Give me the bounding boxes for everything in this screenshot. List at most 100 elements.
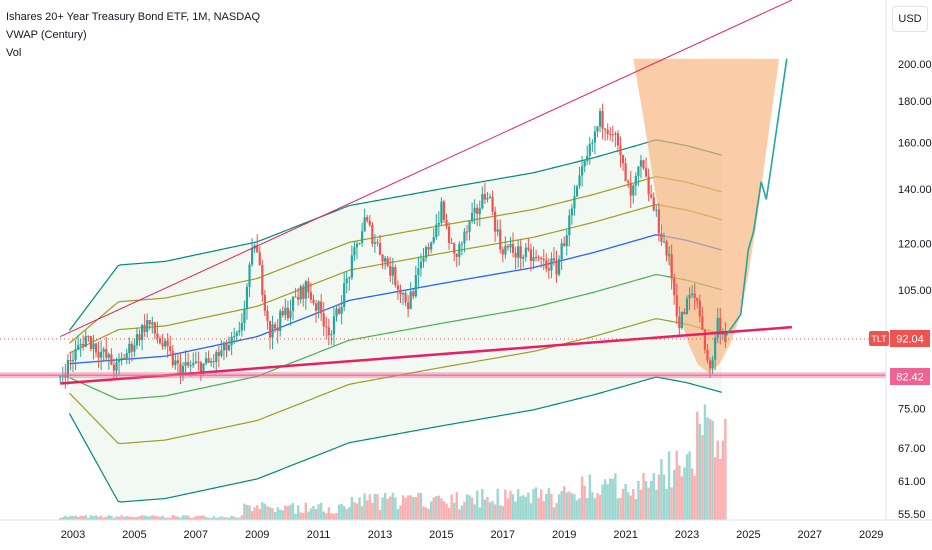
indicator-vwap-label[interactable]: VWAP (Century): [6, 29, 87, 41]
candle-body: [307, 281, 310, 293]
volume-bar: [140, 515, 144, 520]
volume-bar: [174, 516, 177, 520]
volume-bar: [647, 487, 650, 520]
volume-bar: [552, 507, 556, 520]
volume-bar: [133, 516, 136, 520]
volume-bar: [491, 501, 494, 520]
volume-bar: [401, 495, 405, 520]
volume-bar: [74, 515, 77, 520]
candle-body: [465, 231, 469, 233]
volume-bar: [460, 505, 464, 520]
volume-bar: [138, 516, 141, 520]
candle-body: [112, 364, 116, 371]
candle-body: [644, 168, 648, 177]
upper-trendline[interactable]: [59, 0, 793, 338]
candle-body: [634, 175, 637, 186]
candle-body: [591, 142, 594, 144]
candle-body: [683, 312, 686, 315]
rising-support-line[interactable]: [60, 325, 792, 385]
candle-body: [294, 296, 297, 298]
volume-bar: [189, 517, 192, 520]
candle-body: [424, 247, 428, 258]
volume-bar: [322, 511, 325, 520]
volume-bar: [87, 517, 90, 520]
candle-body: [488, 196, 492, 199]
candle-body: [297, 297, 300, 300]
volume-bar: [276, 507, 279, 520]
x-tick-label: 2007: [184, 529, 208, 541]
price-axis[interactable]: 200.00 180.00 160.00 140.00 120.00 105.00 75.0…: [898, 59, 932, 521]
volume-bar: [509, 490, 512, 520]
candle-body: [527, 247, 530, 250]
y-tick-label: 67.00: [898, 443, 926, 455]
volume-bar: [110, 515, 113, 520]
candle-body: [494, 211, 497, 232]
candle-body: [366, 217, 369, 221]
x-tick-label: 2015: [429, 529, 453, 541]
currency-button[interactable]: USD: [892, 6, 928, 32]
candle-body: [317, 301, 320, 311]
candle-body: [66, 360, 69, 378]
indicator-volume-label[interactable]: Vol: [6, 47, 22, 59]
projection-path[interactable]: [724, 58, 788, 338]
candle-body: [332, 316, 336, 335]
volume-bar: [603, 479, 607, 520]
candle-body: [309, 292, 313, 300]
candle-body: [414, 275, 417, 297]
volume-bar: [601, 484, 604, 520]
candle-body: [616, 133, 620, 146]
candle-body: [291, 296, 295, 311]
volume-bar: [332, 513, 336, 520]
candle-body: [698, 300, 701, 317]
volume-bar: [148, 516, 151, 520]
volume-bar: [225, 517, 228, 520]
candle-body: [107, 354, 110, 358]
volume-bar: [383, 492, 387, 520]
y-tick-label: 120.00: [898, 238, 932, 250]
volume-bar: [143, 515, 146, 520]
volume-bar: [478, 507, 481, 520]
volume-bar: [419, 493, 423, 520]
candle-body: [407, 302, 410, 310]
volume-bar: [358, 497, 361, 520]
candle-body: [721, 333, 724, 335]
candle-body: [496, 229, 499, 232]
volume-bar: [447, 507, 451, 520]
volume-bar: [296, 505, 300, 520]
candle-body: [248, 264, 251, 287]
x-tick-label: 2009: [245, 529, 269, 541]
candle-body: [399, 289, 402, 295]
volume-bar: [506, 498, 510, 520]
candle-body: [89, 336, 93, 349]
candle-body: [330, 334, 333, 336]
symbol-title[interactable]: Ishares 20+ Year Treasury Bond ETF, 1M, …: [6, 11, 261, 23]
volume-bar: [250, 511, 254, 520]
volume-bar: [245, 504, 249, 520]
candle-body: [685, 298, 689, 315]
x-tick-label: 2005: [122, 529, 146, 541]
volume-bar: [199, 515, 203, 520]
candle-body: [396, 285, 400, 290]
candle-body: [557, 259, 561, 275]
candle-body: [123, 357, 126, 360]
candle-body: [422, 257, 425, 262]
volume-bar: [82, 515, 85, 520]
volume-bar: [202, 515, 205, 520]
volume-bar: [284, 505, 287, 520]
support-price-label: 82.42: [896, 372, 924, 384]
volume-bar: [606, 484, 609, 520]
candle-body: [504, 245, 507, 255]
candle-body: [281, 311, 284, 316]
candle-body: [522, 257, 525, 259]
time-axis[interactable]: 2003 2005 2007 2009 2011 2013 2015 2017 2019 2021…: [61, 529, 884, 541]
candle-body: [158, 338, 162, 344]
candle-body: [401, 293, 405, 295]
volume-bar: [76, 516, 80, 520]
candle-body: [373, 242, 376, 244]
vwap-band-line: [68, 139, 722, 331]
volume-bar: [616, 498, 620, 520]
volume-bar: [107, 515, 111, 520]
candle-body: [629, 182, 632, 196]
volume-bar: [232, 516, 236, 520]
